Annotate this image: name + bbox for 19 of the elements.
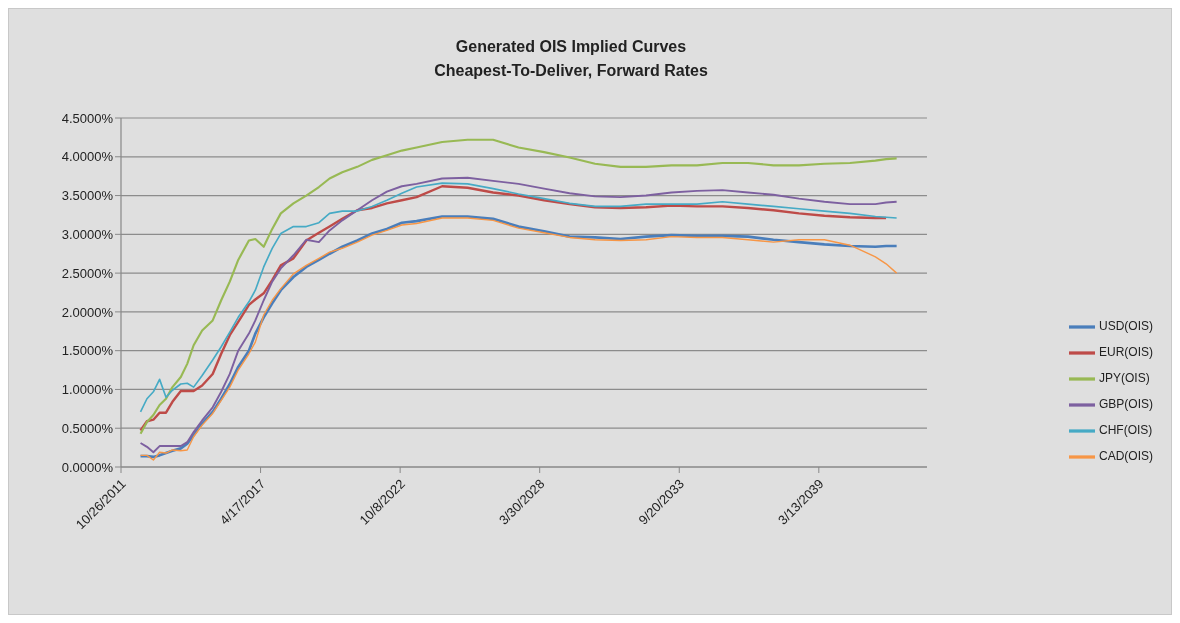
y-tick-label: 0.0000%	[61, 459, 114, 475]
legend-label: CAD(OIS)	[1098, 449, 1153, 464]
y-tick-label: 1.5000%	[61, 343, 114, 359]
y-tick-label: 4.5000%	[61, 110, 114, 126]
y-tick-label: 1.0000%	[61, 382, 114, 398]
y-tick-label: 0.5000%	[61, 420, 114, 436]
y-tick-label: 2.0000%	[61, 304, 114, 320]
chart-title: Generated OIS Implied Curves	[454, 37, 688, 57]
y-tick-label: 4.0000%	[61, 149, 114, 165]
y-tick-label: 3.0000%	[61, 226, 114, 242]
legend-label: USD(OIS)	[1098, 319, 1153, 334]
y-tick-label: 3.5000%	[61, 188, 114, 204]
legend-label: JPY(OIS)	[1098, 371, 1150, 386]
legend-label: EUR(OIS)	[1098, 345, 1153, 360]
chart-subtitle: Cheapest-To-Deliver, Forward Rates	[433, 61, 709, 81]
legend-label: CHF(OIS)	[1098, 423, 1153, 438]
line-series	[139, 138, 898, 435]
y-tick-label: 2.5000%	[61, 265, 114, 281]
legend-label: GBP(OIS)	[1098, 397, 1153, 412]
